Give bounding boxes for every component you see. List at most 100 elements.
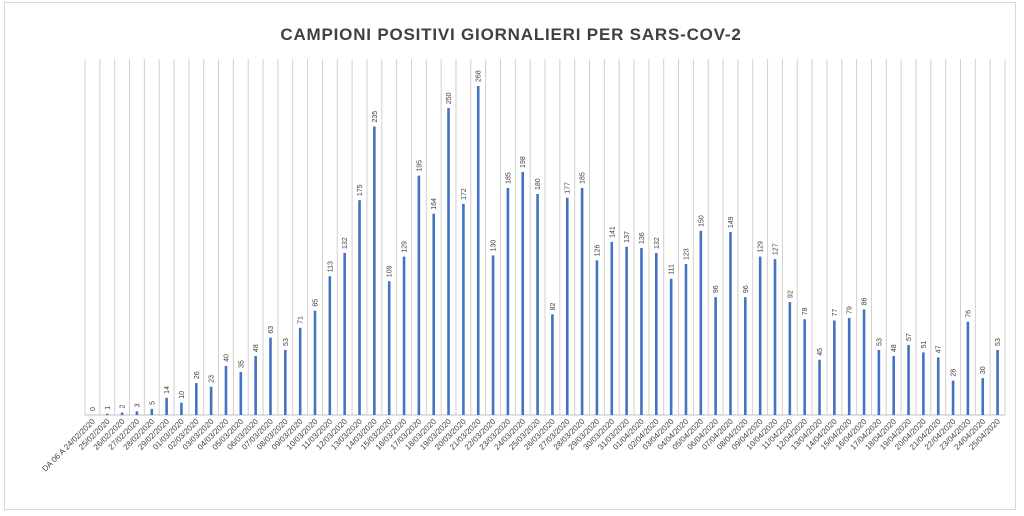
data-label: 172	[461, 188, 468, 200]
bar	[224, 365, 228, 415]
data-label: 123	[683, 248, 690, 260]
bar	[744, 297, 747, 415]
bar	[135, 411, 139, 415]
bar	[120, 412, 124, 415]
bar	[284, 349, 287, 415]
data-label: 14	[164, 386, 171, 394]
data-label: 185	[580, 172, 587, 184]
data-label: 35	[238, 360, 245, 368]
data-label: 92	[787, 290, 794, 298]
data-label: 48	[253, 344, 260, 352]
bar	[447, 108, 450, 415]
bar	[862, 309, 866, 415]
bar	[595, 260, 599, 415]
bar	[105, 413, 109, 415]
bar	[833, 320, 836, 415]
chart-plot: 0DA 06 A 24/02/2020125/02/2020226/02/202…	[40, 59, 1006, 473]
bar	[150, 408, 154, 415]
data-label: 30	[980, 366, 987, 374]
data-label: 40	[223, 354, 230, 362]
data-label: 47	[936, 345, 943, 353]
bar	[209, 386, 213, 415]
bar	[625, 246, 628, 415]
data-label: 79	[847, 306, 854, 314]
data-label: 129	[758, 241, 765, 253]
data-label: 127	[773, 243, 780, 255]
data-label: 28	[951, 369, 958, 377]
data-label: 149	[728, 216, 735, 228]
bar	[402, 256, 406, 415]
data-label: 23	[209, 375, 216, 383]
data-label: 3	[134, 403, 141, 407]
bar	[194, 383, 198, 415]
data-label: 63	[268, 326, 275, 334]
bar	[298, 327, 302, 415]
bar	[269, 337, 272, 415]
data-label: 198	[520, 156, 527, 168]
bar	[239, 372, 243, 415]
data-label: 132	[654, 237, 661, 249]
data-label: 0	[90, 407, 97, 411]
bar	[358, 200, 361, 415]
bar	[254, 356, 257, 415]
data-label: 164	[431, 198, 438, 210]
bar	[180, 402, 183, 415]
bar	[818, 359, 821, 415]
data-label: 48	[891, 344, 898, 352]
bar	[981, 378, 985, 415]
bar	[669, 278, 673, 415]
bar	[417, 175, 421, 415]
bar	[788, 302, 792, 415]
bar	[773, 259, 777, 415]
bar	[491, 255, 495, 415]
bar	[387, 281, 391, 415]
data-label: 180	[535, 178, 542, 190]
bar	[565, 197, 569, 415]
bar	[328, 276, 332, 415]
data-label: 53	[283, 338, 290, 346]
data-label: 71	[298, 316, 305, 324]
data-label: 45	[817, 348, 824, 356]
data-label: 137	[624, 231, 631, 243]
data-label: 141	[609, 226, 616, 238]
bar	[580, 187, 584, 415]
bar	[343, 252, 346, 415]
data-label: 96	[743, 285, 750, 293]
bar	[610, 241, 614, 415]
bar	[758, 256, 762, 415]
bar	[847, 318, 851, 415]
bar	[521, 171, 525, 415]
data-label: 175	[357, 184, 364, 196]
bar	[907, 345, 910, 415]
bar	[640, 248, 643, 415]
data-label: 76	[965, 310, 972, 318]
data-label: 113	[327, 261, 334, 272]
data-label: 250	[446, 92, 453, 104]
bar	[699, 230, 703, 415]
bar	[654, 252, 658, 415]
bar	[877, 349, 881, 415]
bar	[506, 187, 510, 415]
data-label: 53	[995, 338, 1002, 346]
bar	[892, 356, 896, 415]
chart-title: CAMPIONI POSITIVI GIORNALIERI PER SARS-C…	[280, 25, 742, 44]
data-label: 53	[876, 338, 883, 346]
bar	[803, 319, 806, 415]
data-label: 136	[639, 232, 646, 244]
data-label: 1	[105, 406, 112, 410]
data-label: 150	[698, 215, 705, 227]
data-label: 57	[906, 333, 913, 341]
chart-frame: CAMPIONI POSITIVI GIORNALIERI PER SARS-C…	[4, 2, 1016, 510]
data-label: 195	[416, 160, 423, 172]
bar	[165, 397, 168, 415]
data-label: 5	[149, 401, 156, 405]
data-label: 2	[120, 405, 127, 409]
data-label: 185	[505, 172, 512, 184]
data-label: 132	[342, 237, 349, 249]
data-label: 85	[313, 299, 320, 307]
bar	[966, 321, 970, 415]
bar	[729, 232, 732, 415]
bar	[476, 86, 480, 415]
bar	[536, 194, 539, 415]
bar	[462, 203, 465, 415]
